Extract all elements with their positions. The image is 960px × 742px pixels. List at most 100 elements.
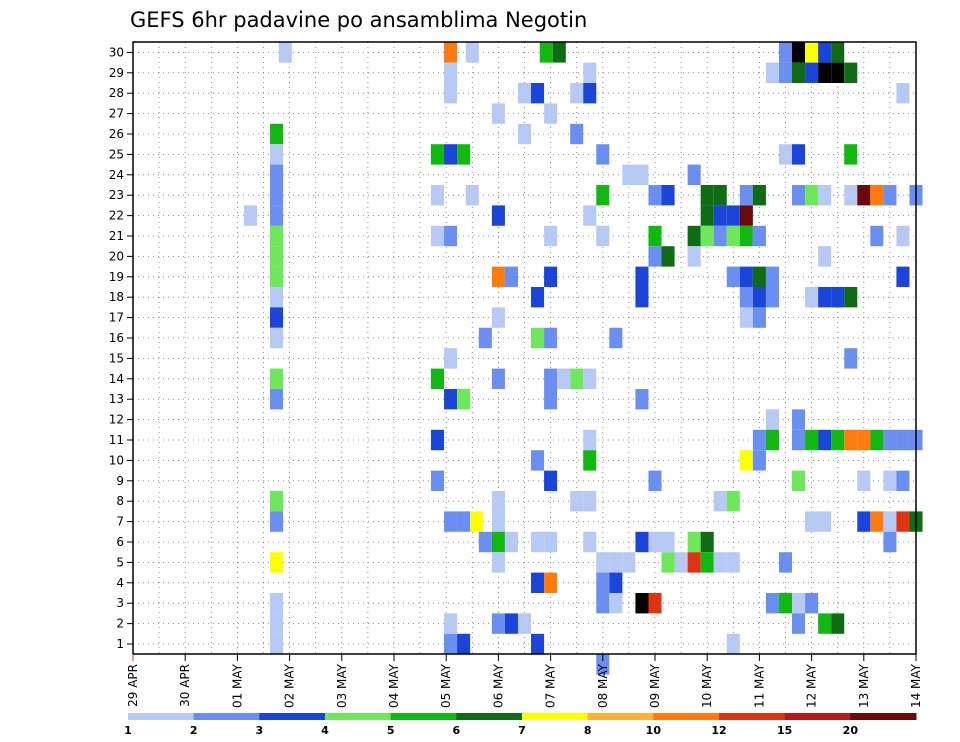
heatmap-cell xyxy=(570,368,584,389)
heatmap-cell xyxy=(818,42,832,63)
y-tick-label: 12 xyxy=(109,413,124,427)
heatmap-cell xyxy=(700,205,714,226)
heatmap-cell xyxy=(792,409,806,430)
heatmap-cell xyxy=(883,429,897,451)
heatmap-cell xyxy=(752,185,766,206)
heatmap-cell xyxy=(635,531,649,553)
heatmap-cell xyxy=(270,266,284,287)
heatmap-cell xyxy=(792,613,806,634)
heatmap-cell xyxy=(544,327,558,349)
heatmap-cell xyxy=(687,552,701,573)
heatmap-cell xyxy=(517,83,532,104)
heatmap-cell xyxy=(478,531,492,553)
colorbar-swatch xyxy=(193,713,260,720)
heatmap-cell xyxy=(544,103,558,124)
y-tick-label: 28 xyxy=(109,86,124,100)
heatmap-cell xyxy=(752,450,766,471)
heatmap-cell xyxy=(831,429,845,451)
heatmap-cell xyxy=(700,552,714,573)
heatmap-cell xyxy=(444,83,458,104)
heatmap-cell xyxy=(648,185,662,206)
heatmap-cell xyxy=(430,144,445,165)
heatmap-cell xyxy=(444,511,458,532)
heatmap-cell xyxy=(661,246,675,267)
heatmap-cell xyxy=(792,144,806,165)
x-tick-label: 10 MAY xyxy=(700,663,714,708)
heatmap-cell xyxy=(270,144,284,165)
heatmap-cell xyxy=(531,450,545,471)
x-tick-label: 11 MAY xyxy=(752,663,766,708)
heatmap-cell xyxy=(896,511,910,532)
heatmap-cell xyxy=(444,225,458,247)
heatmap-cell xyxy=(831,42,845,63)
heatmap-cell xyxy=(243,205,257,226)
heatmap-cell xyxy=(765,62,779,83)
heatmap-cell xyxy=(778,62,793,83)
y-tick-label: 21 xyxy=(109,229,124,243)
heatmap-cell xyxy=(270,389,284,410)
heatmap-cell xyxy=(805,185,819,206)
heatmap-cell xyxy=(739,307,753,328)
heatmap-cell xyxy=(765,429,779,451)
x-tick-label: 05 MAY xyxy=(439,663,453,708)
heatmap-cell xyxy=(557,368,571,389)
heatmap-cell xyxy=(491,552,505,573)
colorbar-label: 6 xyxy=(453,724,461,737)
heatmap-cell xyxy=(570,83,584,104)
heatmap-cell xyxy=(739,450,753,471)
heatmap-cell xyxy=(457,389,471,410)
heatmap-cell xyxy=(896,225,910,247)
heatmap-cell xyxy=(583,429,597,451)
heatmap-cell xyxy=(544,225,558,247)
heatmap-cell xyxy=(270,613,284,634)
y-tick-label: 1 xyxy=(116,637,124,651)
heatmap-cell xyxy=(844,185,858,206)
heatmap-cell xyxy=(883,511,897,532)
heatmap-cell xyxy=(805,593,819,614)
heatmap-cell xyxy=(844,287,858,308)
heatmap-cell xyxy=(457,511,471,532)
heatmap-cell xyxy=(752,429,766,451)
x-tick-label: 14 MAY xyxy=(909,663,923,708)
heatmap-cell xyxy=(857,470,871,491)
heatmap-cell xyxy=(596,144,610,165)
colorbar-label: 10 xyxy=(646,724,662,737)
heatmap-cell xyxy=(648,470,662,491)
heatmap-cell xyxy=(805,287,819,308)
x-axis: 29 APR 30 APR 01 MAY 02 MAY 03 MAY 04 MAY 05 M… xyxy=(126,654,923,708)
heatmap-cell xyxy=(491,307,505,328)
heatmap-cell xyxy=(504,266,518,287)
x-tick-label: 07 MAY xyxy=(544,663,558,708)
chart-title: GEFS 6hr padavine po ansamblima Negotin xyxy=(130,8,587,32)
colorbar-swatch xyxy=(784,713,851,720)
heatmap-cell xyxy=(583,83,597,104)
colorbar-label: 20 xyxy=(843,724,859,737)
heatmap-cell xyxy=(726,633,740,655)
heatmap-cell xyxy=(778,593,793,614)
colorbar-label: 1 xyxy=(124,724,132,737)
heatmap-cell xyxy=(818,287,832,308)
heatmap-cell xyxy=(531,531,545,553)
heatmap-cell xyxy=(700,185,714,206)
heatmap-cell xyxy=(444,62,458,83)
heatmap-cell xyxy=(818,511,832,532)
heatmap-cell xyxy=(491,103,505,124)
heatmap-cell xyxy=(596,654,610,675)
y-tick-label: 20 xyxy=(109,249,124,263)
heatmap-cell xyxy=(596,225,610,247)
heatmap-cell xyxy=(491,491,505,512)
heatmap-cell xyxy=(792,593,806,614)
heatmap-cell xyxy=(270,307,284,328)
heatmap-cell xyxy=(896,429,910,451)
heatmap-cell xyxy=(857,511,871,532)
heatmap-cell xyxy=(478,327,492,349)
y-tick-label: 17 xyxy=(109,311,124,325)
y-tick-label: 19 xyxy=(109,270,124,284)
y-tick-label: 10 xyxy=(109,453,124,467)
heatmap-cell xyxy=(430,470,445,491)
heatmap-cell xyxy=(752,266,766,287)
heatmap-cell xyxy=(465,185,479,206)
heatmap-cell xyxy=(531,327,545,349)
colorbar-swatch xyxy=(719,713,786,720)
